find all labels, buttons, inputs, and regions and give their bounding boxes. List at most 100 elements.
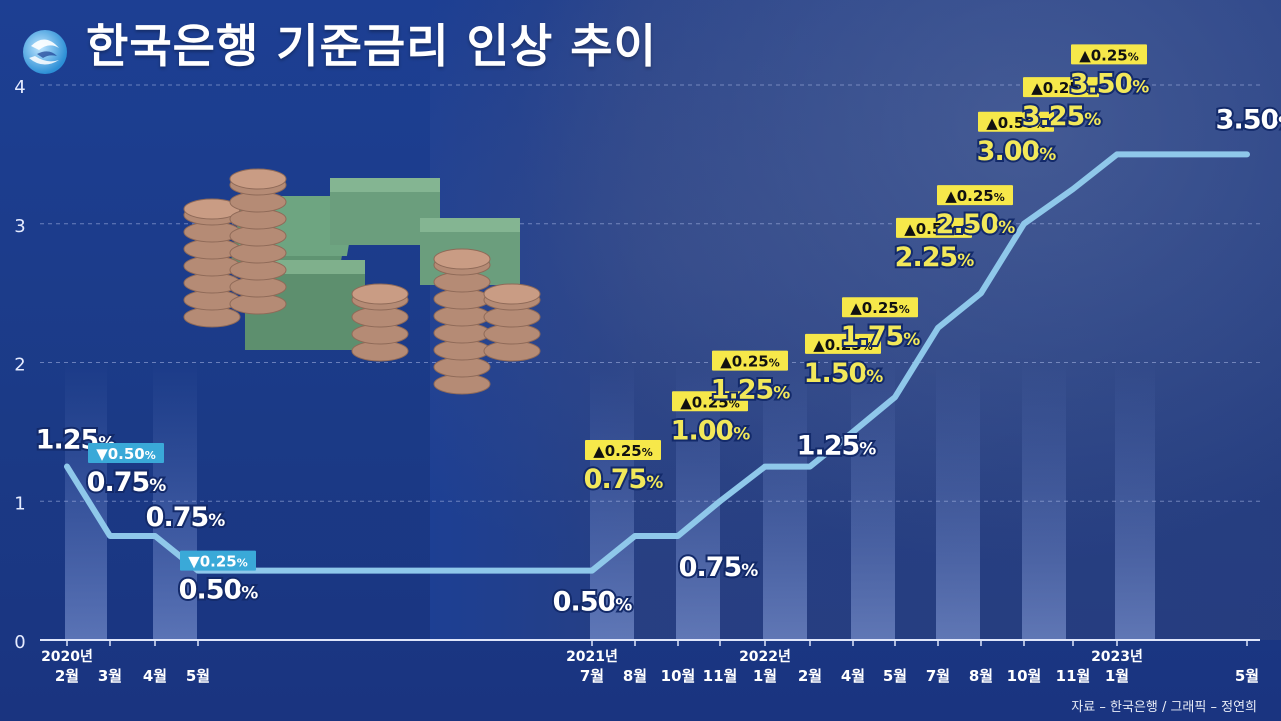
page-title: 한국은행 기준금리 인상 추이 bbox=[86, 19, 657, 73]
value-label: 0.75% bbox=[87, 467, 167, 498]
data-label: 0.75% bbox=[677, 550, 762, 585]
data-label: 1.75% ▲0.25% bbox=[839, 297, 923, 354]
increase-badge-label: ▲0.25% bbox=[945, 187, 1005, 205]
change-badge bbox=[712, 350, 788, 371]
source-credit: 자료 – 한국은행 / 그래픽 – 정연희 bbox=[1071, 700, 1257, 715]
x-tick-label: 4월 bbox=[143, 667, 167, 685]
x-tick-label: 5월 bbox=[883, 667, 907, 685]
x-tick-label: 8월 bbox=[969, 667, 993, 685]
data-label: 3.50% bbox=[1214, 102, 1281, 137]
increase-badge-label: ▲0.25% bbox=[850, 299, 910, 317]
increase-badge-label: ▲0.25% bbox=[680, 393, 740, 411]
value-label: 3.50% bbox=[1216, 104, 1281, 135]
increase-badge-label: ▲0.25% bbox=[593, 442, 653, 460]
value-label: 1.25% bbox=[711, 375, 791, 406]
change-badge bbox=[672, 391, 748, 412]
data-label: 0.75% bbox=[144, 500, 229, 535]
month-band bbox=[1022, 360, 1066, 640]
increase-badge-label: ▲0.25% bbox=[1031, 79, 1091, 97]
month-band bbox=[936, 360, 980, 640]
value-label: 1.50% bbox=[804, 358, 884, 389]
data-label: 2.25% ▲0.50% bbox=[893, 217, 977, 275]
change-badge bbox=[585, 439, 661, 460]
value-label: 0.75% bbox=[146, 502, 226, 533]
x-tick-label: 4월 bbox=[841, 667, 865, 685]
data-label: 1.25% ▲0.25% bbox=[709, 350, 793, 408]
change-badge bbox=[978, 111, 1054, 132]
value-label: 0.50% bbox=[553, 587, 633, 618]
value-label: 3.50% bbox=[1070, 68, 1150, 99]
data-label: 0.50% bbox=[551, 585, 636, 620]
change-badge bbox=[896, 217, 972, 238]
x-tick-label: 10월 bbox=[661, 667, 696, 685]
decrease-badge-label: ▼0.50% bbox=[96, 445, 156, 463]
increase-badge-label: ▲0.25% bbox=[813, 336, 873, 354]
value-label: 1.00% bbox=[671, 415, 751, 446]
y-tick-label: 4 bbox=[14, 77, 25, 98]
data-label: 0.75% ▼0.50% bbox=[85, 442, 169, 500]
change-badge bbox=[805, 333, 881, 354]
x-tick-year: 2021년 bbox=[566, 649, 618, 665]
y-tick-label: 1 bbox=[14, 493, 25, 514]
data-label: 0.75% ▲0.25% bbox=[582, 439, 666, 497]
x-tick-label: 8월 bbox=[623, 667, 647, 685]
x-tick-label: 1월 bbox=[753, 667, 777, 685]
month-band bbox=[153, 360, 197, 640]
x-tick-label: 10월 bbox=[1007, 667, 1042, 685]
coin-top bbox=[433, 248, 491, 270]
coin-top bbox=[483, 283, 541, 305]
x-tick-label: 11월 bbox=[703, 667, 738, 685]
data-label: 3.25% ▲0.25% bbox=[1020, 77, 1104, 134]
x-tick-year: 2023년 bbox=[1091, 649, 1143, 665]
data-labels: 1.25% 0.75% ▼0.50% 0.75% 0.50% ▼0.25% 0.50% 0.7… bbox=[34, 44, 1281, 620]
coin-top bbox=[229, 168, 287, 190]
bank-of-korea-logo-icon bbox=[23, 30, 67, 74]
month-band bbox=[763, 360, 807, 640]
x-tick-label: 5월 bbox=[1235, 667, 1259, 685]
data-label: 1.25% bbox=[795, 429, 880, 464]
data-label: 3.50% ▲0.25% bbox=[1068, 44, 1152, 101]
value-label: 1.25% bbox=[36, 425, 116, 456]
change-badge bbox=[1023, 77, 1099, 98]
title-block: 한국은행 기준금리 인상 추이 bbox=[22, 10, 657, 76]
value-label: 2.25% bbox=[895, 242, 975, 273]
change-badge bbox=[88, 442, 164, 463]
change-badge bbox=[937, 185, 1013, 206]
data-label: 3.00% ▲0.50% bbox=[975, 111, 1059, 169]
value-label: 1.75% bbox=[841, 321, 921, 352]
x-tick-label: 7월 bbox=[580, 667, 604, 685]
value-label: 1.25% bbox=[797, 431, 877, 462]
x-tick-label: 2월 bbox=[55, 667, 79, 685]
change-badge bbox=[842, 297, 918, 318]
value-label: 3.00% bbox=[977, 136, 1057, 167]
value-label: 0.75% bbox=[679, 552, 759, 583]
x-tick-label: 2월 bbox=[798, 667, 822, 685]
month-bands bbox=[65, 360, 1155, 640]
x-tick-label: 5월 bbox=[186, 667, 210, 685]
y-tick-label: 0 bbox=[14, 632, 25, 653]
y-tick-label: 2 bbox=[14, 355, 25, 376]
coin-top bbox=[351, 283, 409, 305]
change-badge bbox=[180, 550, 256, 571]
increase-badge-label: ▲0.25% bbox=[720, 353, 780, 371]
data-label: 1.00% ▲0.25% bbox=[669, 391, 753, 448]
increase-badge-label: ▲0.50% bbox=[904, 220, 964, 238]
y-tick-labels: 0 1 2 3 4 bbox=[14, 77, 25, 653]
x-tick-year: 2020년 bbox=[41, 649, 93, 665]
y-tick-label: 3 bbox=[14, 216, 25, 237]
value-label: 3.25% bbox=[1022, 101, 1102, 132]
data-label: 1.50% ▲0.25% bbox=[802, 333, 886, 391]
value-label: 0.75% bbox=[584, 464, 664, 495]
x-tick-label: 7월 bbox=[926, 667, 950, 685]
money-coins-illustration bbox=[183, 168, 541, 395]
month-band bbox=[590, 360, 634, 640]
data-label: 2.50% ▲0.25% bbox=[934, 185, 1018, 242]
decrease-badge-label: ▼0.25% bbox=[188, 553, 248, 571]
increase-badge-label: ▲0.50% bbox=[986, 114, 1046, 132]
data-label: 1.25% bbox=[34, 423, 119, 458]
data-label: 0.50% ▼0.25% bbox=[177, 550, 261, 608]
x-tick-year: 2022년 bbox=[739, 649, 791, 665]
